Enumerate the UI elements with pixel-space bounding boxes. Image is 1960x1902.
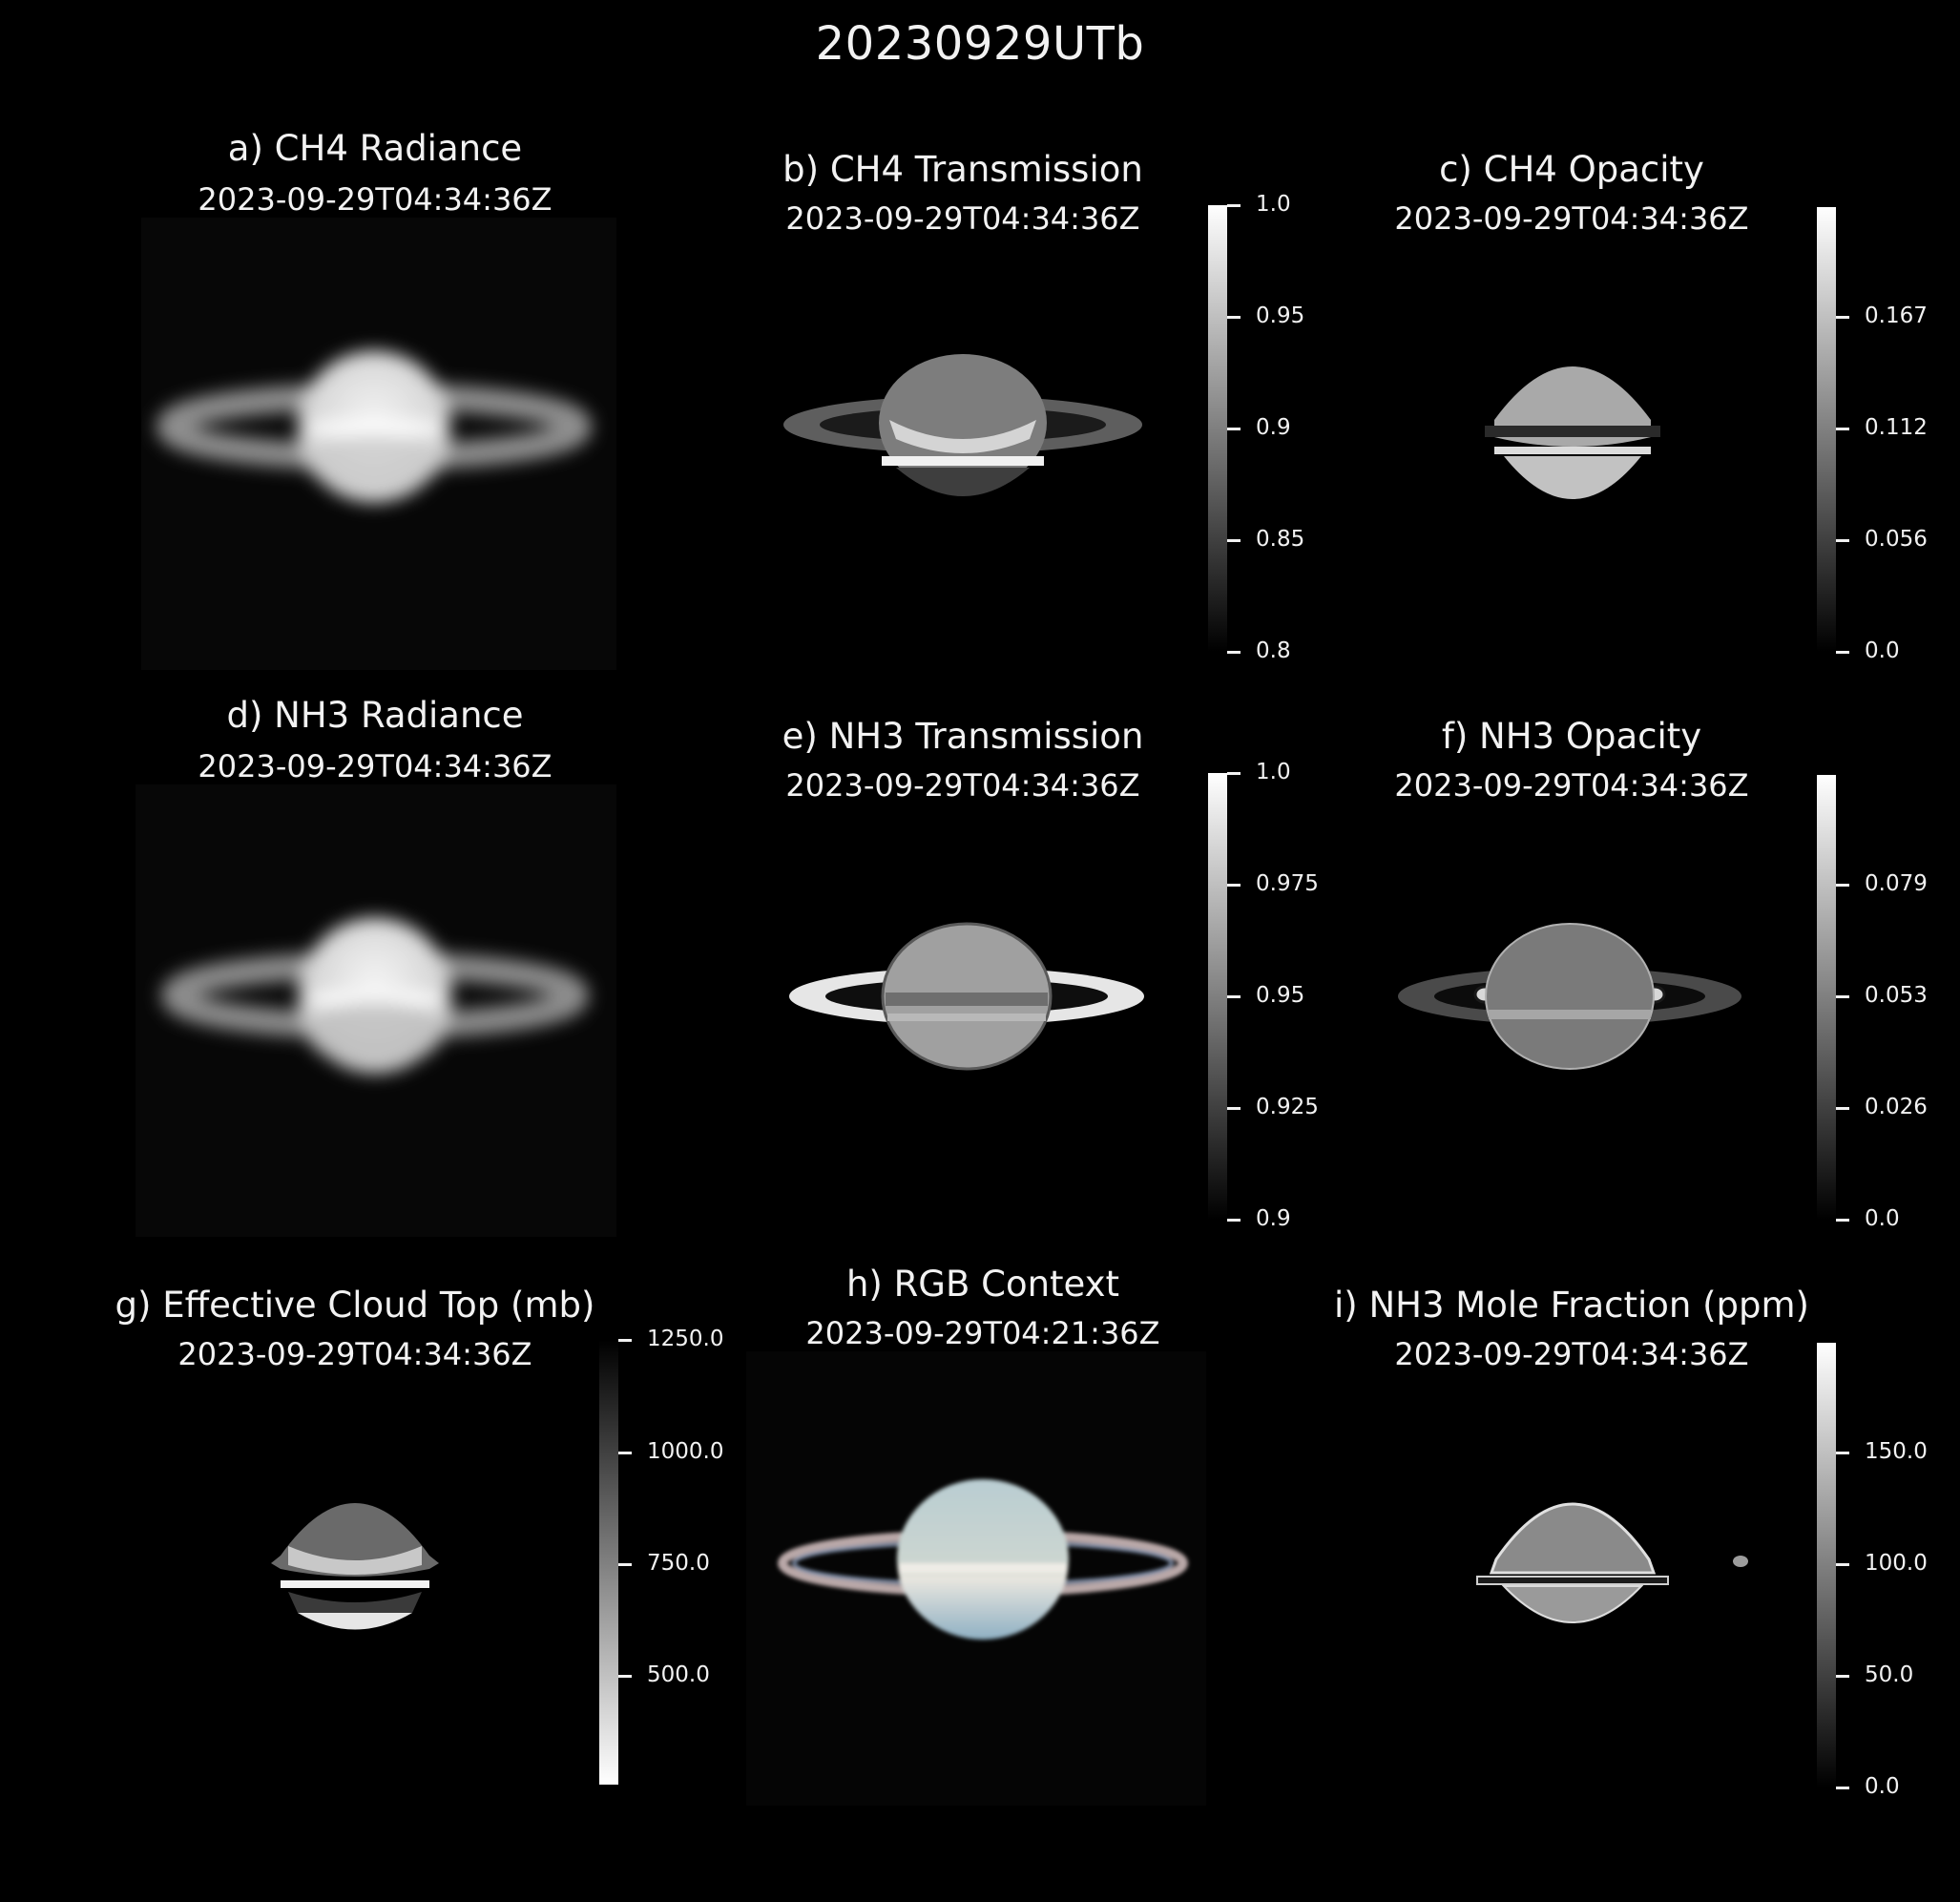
colorbar-tick-label: 0.167: [1865, 303, 1928, 328]
nh3-mole-fraction-image: [1468, 1487, 1756, 1638]
colorbar-tick-label: 150.0: [1865, 1439, 1928, 1464]
panel-a-time: 2023-09-29T04:34:36Z: [198, 181, 553, 218]
nh3-opacity-colorbar: 0.079 0.053 0.026 0.0: [1817, 775, 1928, 1231]
panel-d-time: 2023-09-29T04:34:36Z: [198, 748, 553, 784]
nh3-transmission-colorbar: 1.0 0.975 0.95 0.925 0.9: [1208, 760, 1319, 1231]
colorbar-tick-label: 0.053: [1865, 983, 1928, 1008]
colorbar-tick-label: 0.95: [1256, 303, 1305, 328]
panel-f-title: f) NH3 Opacity: [1441, 716, 1702, 757]
panel-b-time: 2023-09-29T04:34:36Z: [785, 200, 1140, 237]
ch4-opacity-colorbar: 0.167 0.112 0.056 0.0: [1817, 207, 1928, 663]
colorbar-tick-label: 1.0: [1256, 760, 1291, 784]
panel-i-title: i) NH3 Mole Fraction (ppm): [1334, 1285, 1809, 1326]
colorbar-tick-label: 1250.0: [647, 1327, 724, 1351]
colorbar-tick-label: 500.0: [647, 1662, 710, 1687]
colorbar-tick-label: 750.0: [647, 1551, 710, 1576]
colorbar-tick-label: 0.975: [1256, 871, 1319, 896]
panel-h-title: h) RGB Context: [845, 1264, 1120, 1305]
cloud-top-colorbar: 1250.0 1000.0 750.0 500.0: [599, 1327, 723, 1785]
panel-g-time: 2023-09-29T04:34:36Z: [177, 1336, 532, 1372]
colorbar-tick-label: 0.925: [1256, 1095, 1319, 1119]
colorbar-tick-label: 0.079: [1865, 871, 1928, 896]
panel-h-time: 2023-09-29T04:21:36Z: [805, 1315, 1160, 1351]
ch4-transmission-image: [777, 344, 1149, 506]
ch4-opacity-image: [1477, 351, 1668, 504]
panel-b-title: b) CH4 Transmission: [782, 149, 1143, 190]
panel-e-time: 2023-09-29T04:34:36Z: [785, 767, 1140, 804]
cloud-top-image: [260, 1489, 450, 1638]
colorbar-tick-label: 0.0: [1865, 638, 1900, 663]
ch4-radiance-image: [141, 218, 616, 670]
colorbar-tick-label: 100.0: [1865, 1551, 1928, 1576]
colorbar-tick-label: 0.112: [1865, 415, 1928, 440]
colorbar-tick-label: 1.0: [1256, 192, 1291, 217]
figure-title: 20230929UTb: [815, 17, 1145, 71]
colorbar-tick-label: 0.9: [1256, 1206, 1291, 1231]
nh3-opacity-image: [1391, 922, 1748, 1071]
panel-d-title: d) NH3 Radiance: [226, 695, 524, 736]
colorbar-tick-label: 0.0: [1865, 1774, 1900, 1799]
colorbar-tick-label: 0.026: [1865, 1095, 1928, 1119]
panel-g-title: g) Effective Cloud Top (mb): [115, 1285, 595, 1326]
colorbar-tick-label: 0.9: [1256, 415, 1291, 440]
nh3-mole-fraction-colorbar: 150.0 100.0 50.0 0.0: [1817, 1343, 1928, 1799]
colorbar-tick-label: 0.056: [1865, 527, 1928, 552]
colorbar-tick-label: 0.85: [1256, 527, 1305, 552]
colorbar-tick-label: 0.95: [1256, 983, 1305, 1008]
colorbar-tick-label: 0.8: [1256, 638, 1291, 663]
colorbar-tick-label: 50.0: [1865, 1662, 1914, 1687]
nh3-radiance-image: [136, 784, 616, 1237]
panel-e-title: e) NH3 Transmission: [782, 716, 1144, 757]
panel-c-title: c) CH4 Opacity: [1439, 149, 1704, 190]
panel-f-time: 2023-09-29T04:34:36Z: [1394, 767, 1749, 804]
panel-i-time: 2023-09-29T04:34:36Z: [1394, 1336, 1749, 1372]
panel-c-time: 2023-09-29T04:34:36Z: [1394, 200, 1749, 237]
panel-a-title: a) CH4 Radiance: [227, 128, 523, 169]
ch4-transmission-colorbar: 1.0 0.95 0.9 0.85 0.8: [1208, 192, 1304, 663]
colorbar-tick-label: 0.0: [1865, 1206, 1900, 1231]
colorbar-tick-label: 1000.0: [647, 1439, 724, 1464]
rgb-context-image: [746, 1351, 1206, 1806]
nh3-transmission-image: [781, 922, 1153, 1071]
